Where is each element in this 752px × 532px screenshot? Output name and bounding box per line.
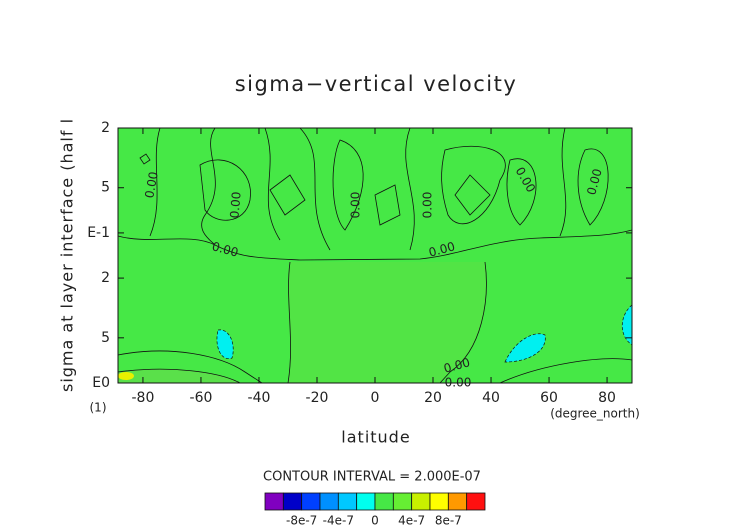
field-region <box>504 333 546 363</box>
colorbar-box <box>337 492 358 511</box>
colorbar-box <box>466 492 486 511</box>
contour-label: 0.00 <box>421 192 435 219</box>
colorbar-box <box>429 492 449 511</box>
field-region <box>118 369 240 383</box>
contour-interval: CONTOUR INTERVAL = 2.000E-07 <box>263 470 481 485</box>
colorbar-tick-label: 8e-7 <box>435 514 462 528</box>
contour-label: 0.00 <box>442 355 471 375</box>
x-tick-label: 40 <box>482 390 500 406</box>
x-tick-label: 0 <box>371 390 380 406</box>
y-tick-label: E0 <box>92 375 110 391</box>
colorbar-box <box>392 492 413 511</box>
field-region <box>216 329 234 360</box>
x-tick-label: -60 <box>190 390 213 406</box>
contour-label: 0.00 <box>142 171 160 200</box>
colorbar-tick-label: -4e-7 <box>323 514 354 528</box>
colorbar-box <box>264 492 284 511</box>
x-tick-label: -20 <box>306 390 329 406</box>
colorbar-box <box>374 492 394 511</box>
colorbar-box <box>356 492 376 511</box>
y-tick-label: E-1 <box>87 225 110 241</box>
colorbar-box <box>282 492 303 511</box>
colorbar-tick-label: 4e-7 <box>398 514 425 528</box>
y-tick-label: 5 <box>101 330 110 346</box>
contour-field <box>117 127 633 384</box>
colorbar-tick-label: -8e-7 <box>286 514 317 528</box>
y-tick-label: 2 <box>101 270 110 286</box>
x-unit: (degree_north) <box>550 407 640 421</box>
x-tick-label: 80 <box>598 390 616 406</box>
contour-label: 0.00 <box>349 192 363 219</box>
colorbar-box <box>301 492 321 511</box>
colorbar-box <box>447 492 468 511</box>
field-region <box>288 262 487 383</box>
x-tick-label: 60 <box>540 390 558 406</box>
colorbar-tick-label: 0 <box>371 514 379 528</box>
contour-label: 0.00 <box>210 239 239 259</box>
x-tick-label: -80 <box>132 390 155 406</box>
contour-lines <box>117 127 633 384</box>
x-axis-label: latitude <box>341 428 410 447</box>
chart-title: sigma−vertical velocity <box>235 72 518 96</box>
y-axis-label: sigma at layer interface (half l <box>58 118 77 392</box>
y-unit: (1) <box>90 401 107 415</box>
field-region <box>118 372 134 380</box>
x-tick-label: -40 <box>248 390 271 406</box>
y-tick-label: 5 <box>101 180 110 196</box>
colorbar-box <box>411 492 431 511</box>
contour-label: 0.00 <box>227 191 243 219</box>
y-tick-label: 2 <box>101 120 110 136</box>
contour-label: 0.00 <box>584 167 604 196</box>
colorbar-box <box>319 492 339 511</box>
x-tick-label: 20 <box>424 390 442 406</box>
contour-label: 0.00 <box>427 239 456 259</box>
